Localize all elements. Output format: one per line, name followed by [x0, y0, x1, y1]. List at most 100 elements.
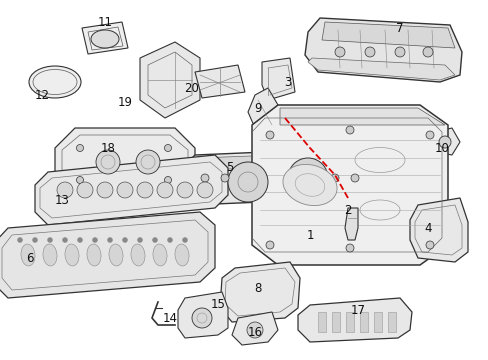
- Circle shape: [167, 238, 172, 243]
- Ellipse shape: [21, 244, 35, 266]
- Circle shape: [334, 47, 345, 57]
- Circle shape: [438, 136, 450, 148]
- Text: 16: 16: [247, 325, 262, 338]
- Text: 9: 9: [254, 102, 261, 114]
- Polygon shape: [359, 312, 367, 332]
- Circle shape: [47, 238, 52, 243]
- Circle shape: [152, 238, 157, 243]
- Text: 14: 14: [162, 311, 177, 324]
- Polygon shape: [195, 65, 244, 98]
- Polygon shape: [307, 58, 454, 80]
- Circle shape: [425, 241, 433, 249]
- Polygon shape: [0, 212, 215, 298]
- Ellipse shape: [153, 244, 167, 266]
- Circle shape: [246, 322, 263, 338]
- Polygon shape: [427, 128, 459, 155]
- Circle shape: [57, 182, 73, 198]
- Polygon shape: [317, 312, 325, 332]
- Circle shape: [137, 182, 153, 198]
- Polygon shape: [280, 108, 444, 125]
- Polygon shape: [35, 155, 227, 225]
- Text: 6: 6: [26, 252, 34, 265]
- Circle shape: [182, 238, 187, 243]
- Text: 10: 10: [434, 141, 448, 154]
- Polygon shape: [373, 312, 381, 332]
- Polygon shape: [331, 312, 339, 332]
- Circle shape: [346, 126, 353, 134]
- Circle shape: [117, 182, 133, 198]
- Circle shape: [422, 47, 432, 57]
- Circle shape: [77, 182, 93, 198]
- Polygon shape: [409, 198, 467, 262]
- Circle shape: [227, 162, 267, 202]
- Polygon shape: [247, 88, 278, 128]
- Polygon shape: [345, 208, 357, 240]
- Circle shape: [330, 174, 338, 182]
- Circle shape: [62, 238, 67, 243]
- Circle shape: [97, 182, 113, 198]
- Circle shape: [265, 131, 273, 139]
- Circle shape: [76, 144, 83, 152]
- Circle shape: [164, 144, 171, 152]
- Circle shape: [394, 47, 404, 57]
- Text: 17: 17: [350, 303, 365, 316]
- Circle shape: [287, 158, 327, 198]
- Circle shape: [77, 238, 82, 243]
- Polygon shape: [262, 58, 294, 100]
- Circle shape: [221, 174, 228, 182]
- Polygon shape: [346, 312, 353, 332]
- Circle shape: [136, 150, 160, 174]
- Circle shape: [18, 238, 22, 243]
- Ellipse shape: [131, 244, 145, 266]
- Ellipse shape: [109, 244, 123, 266]
- Circle shape: [425, 131, 433, 139]
- Polygon shape: [82, 22, 128, 54]
- Circle shape: [201, 174, 208, 182]
- Text: 1: 1: [305, 229, 313, 242]
- Text: 4: 4: [424, 221, 431, 234]
- Polygon shape: [140, 42, 200, 118]
- Text: 8: 8: [254, 282, 261, 294]
- Circle shape: [32, 238, 38, 243]
- Polygon shape: [231, 312, 278, 345]
- Polygon shape: [251, 105, 447, 265]
- Ellipse shape: [43, 244, 57, 266]
- Text: 7: 7: [395, 22, 403, 35]
- Polygon shape: [178, 292, 227, 338]
- Ellipse shape: [91, 30, 119, 48]
- Polygon shape: [297, 298, 411, 342]
- Circle shape: [177, 182, 193, 198]
- Ellipse shape: [65, 244, 79, 266]
- Text: 2: 2: [344, 203, 351, 216]
- Polygon shape: [305, 18, 461, 82]
- Text: 15: 15: [210, 298, 225, 311]
- Text: 3: 3: [284, 76, 291, 89]
- Circle shape: [137, 238, 142, 243]
- Circle shape: [192, 308, 212, 328]
- Circle shape: [107, 238, 112, 243]
- Text: 11: 11: [97, 15, 112, 28]
- Text: 13: 13: [55, 194, 69, 207]
- Circle shape: [346, 244, 353, 252]
- Polygon shape: [220, 262, 299, 322]
- Text: 20: 20: [184, 81, 199, 95]
- Ellipse shape: [283, 165, 336, 206]
- Circle shape: [96, 150, 120, 174]
- Polygon shape: [321, 22, 454, 48]
- Polygon shape: [55, 128, 195, 200]
- Polygon shape: [180, 148, 369, 205]
- Text: 12: 12: [35, 89, 49, 102]
- Text: 18: 18: [101, 141, 115, 154]
- Ellipse shape: [87, 244, 101, 266]
- Ellipse shape: [175, 244, 189, 266]
- Circle shape: [76, 176, 83, 184]
- Circle shape: [265, 241, 273, 249]
- Polygon shape: [387, 312, 395, 332]
- Text: 5: 5: [226, 161, 233, 174]
- Circle shape: [92, 238, 97, 243]
- Circle shape: [164, 176, 171, 184]
- Circle shape: [197, 182, 213, 198]
- Text: 19: 19: [117, 95, 132, 108]
- Polygon shape: [198, 152, 365, 170]
- Circle shape: [364, 47, 374, 57]
